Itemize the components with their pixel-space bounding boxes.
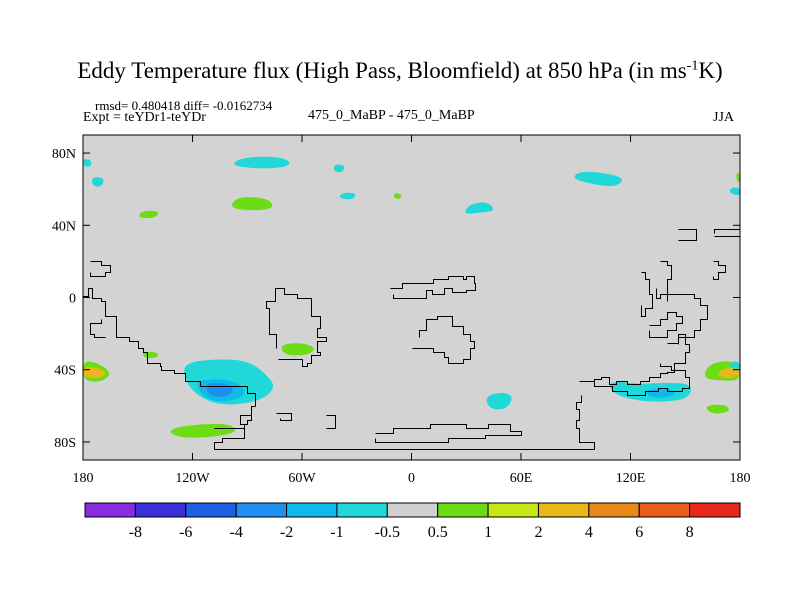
x-tick-label-5: 120E [616, 471, 646, 486]
coastline-12 [579, 294, 708, 385]
coastline-5 [214, 406, 252, 429]
x-tick-label-2: 60W [288, 471, 316, 486]
y-tick-label-3: 40S [54, 364, 76, 379]
colorbar-box-6 [386, 502, 439, 518]
contour-region-9 [486, 392, 512, 410]
coastline-20 [714, 229, 740, 237]
contour-region-24 [736, 172, 740, 183]
x-tick-label-4: 60E [510, 471, 533, 486]
coastline-0 [83, 288, 256, 407]
colorbar-box-4 [286, 502, 338, 518]
contour-region-12 [706, 404, 729, 414]
colorbar-box-10 [588, 502, 640, 518]
experiment-label: Expt = teYDr1-teYDr [83, 110, 206, 125]
contour-region-15 [234, 156, 290, 169]
coastline-15 [656, 261, 672, 299]
contour-region-14 [142, 351, 159, 359]
contour-region-22 [465, 202, 493, 214]
title-end: K) [698, 58, 723, 83]
y-tick-label-1: 40N [52, 219, 76, 234]
colorbar-label-9: 4 [585, 524, 593, 541]
colorbar-box-3 [235, 502, 288, 518]
colorbar-box-11 [638, 502, 691, 518]
coastline-6 [276, 413, 292, 421]
contour-region-16 [232, 197, 273, 211]
coastline-21 [678, 229, 697, 241]
x-tick-label-0: 180 [73, 471, 94, 486]
coastline-14 [649, 312, 683, 338]
season-label: JJA [713, 110, 735, 125]
colorbar-label-0: -8 [129, 524, 142, 541]
y-tick-label-2: 0 [69, 292, 76, 307]
colorbar-label-8: 2 [534, 524, 542, 541]
colorbar-box-9 [537, 502, 590, 518]
colorbar-label-7: 1 [484, 524, 492, 541]
x-tick-label-6: 180 [730, 471, 751, 486]
x-tick-label-1: 120W [175, 471, 210, 486]
contour-region-26 [339, 192, 356, 200]
contour-region-21 [393, 193, 402, 199]
coastline-17 [641, 272, 653, 317]
contour-region-25 [729, 187, 740, 196]
colorbar-label-3: -2 [280, 524, 293, 541]
coastline-11 [375, 424, 522, 443]
y-tick-label-0: 80N [52, 147, 76, 162]
contour-region-18 [92, 177, 104, 187]
contour-region-17 [139, 210, 159, 219]
contour-region-13 [281, 343, 314, 356]
coastline-8 [266, 288, 327, 367]
coastline-outlines [83, 229, 740, 450]
coastline-7 [326, 415, 336, 429]
coastline-16 [667, 334, 686, 345]
x-tick-label-3: 0 [408, 471, 415, 486]
contour-region-10 [730, 361, 740, 369]
stats-label: rmsd= 0.480418 diff= -0.0162734 [95, 98, 273, 113]
colorbar-box-7 [437, 502, 489, 518]
coastline-18 [713, 261, 726, 280]
contour-region-20 [333, 164, 345, 173]
colorbar-box-1 [134, 502, 187, 518]
contour-region-11 [170, 423, 236, 438]
contour-regions [83, 156, 740, 438]
colorbar-label-6: 0.5 [428, 524, 448, 541]
colorbar-label-4: -1 [330, 524, 343, 541]
colorbar-label-2: -4 [229, 524, 242, 541]
contour-region-19 [83, 159, 92, 167]
coastline-3 [576, 395, 595, 450]
coastline-9 [390, 276, 476, 299]
title-main: Eddy Temperature flux (High Pass, Bloomf… [77, 58, 687, 83]
map-background [83, 135, 740, 460]
coastline-10 [412, 316, 475, 364]
case-label: 475_0_MaBP - 475_0_MaBP [308, 108, 475, 123]
colorbar-box-8 [487, 502, 539, 518]
colorbar-label-5: -0.5 [375, 524, 400, 541]
title-superscript: -1 [686, 58, 699, 74]
colorbar-label-11: 8 [686, 524, 694, 541]
coastline-4 [90, 319, 106, 338]
colorbar-label-10: 6 [635, 524, 643, 541]
colorbar-box-5 [336, 502, 388, 518]
coastline-13 [579, 363, 690, 396]
colorbar-box-12 [689, 502, 741, 518]
colorbar-box-2 [185, 502, 237, 518]
colorbar-box-0 [84, 502, 136, 518]
contour-region-23 [574, 171, 622, 187]
colorbar-label-1: -6 [179, 524, 192, 541]
chart-title: Eddy Temperature flux (High Pass, Bloomf… [0, 58, 800, 84]
y-tick-label-4: 80S [54, 436, 76, 451]
coastline-19 [90, 261, 111, 277]
